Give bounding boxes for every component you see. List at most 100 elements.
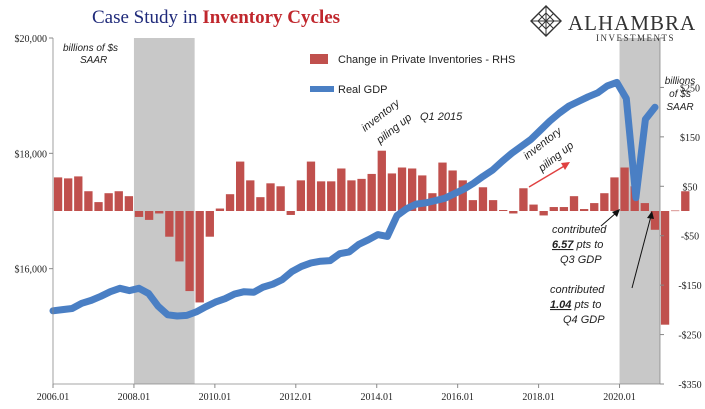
- left-unit-line-2: SAAR: [80, 55, 107, 66]
- annotation-contributed-q4: contributed 1.04 pts to Q4 GDP: [550, 284, 605, 326]
- annotation-c2-rest: pts to: [571, 299, 601, 311]
- annotation-c2-line1: contributed: [550, 284, 605, 296]
- annotation-c1-line2: 6.57 pts to: [552, 239, 603, 251]
- inventory-bar: [316, 181, 326, 211]
- annotation-c2-line3: Q4 GDP: [563, 314, 605, 326]
- inventory-bar: [468, 200, 477, 211]
- inventory-bar: [387, 173, 397, 211]
- inventory-bar: [165, 211, 174, 237]
- inventory-bar: [205, 211, 214, 237]
- x-tick-label: 2014.01: [360, 392, 393, 403]
- right-tick-label: -$350: [678, 380, 701, 391]
- inventory-bar: [549, 207, 558, 211]
- inventory-bar: [246, 180, 255, 211]
- inventory-bar: [256, 197, 265, 211]
- x-tick-label: 2008.01: [118, 392, 151, 403]
- annotation-c2-line2: 1.04 pts to: [550, 299, 601, 311]
- inventory-bar: [155, 211, 164, 214]
- inventory-bar: [337, 168, 346, 211]
- inventory-bar: [74, 176, 83, 211]
- inventory-bar: [488, 200, 498, 211]
- left-tick-label: $16,000: [15, 265, 48, 276]
- inventory-bar: [286, 211, 295, 215]
- brand-name: ALHAMBRA: [568, 11, 696, 35]
- brand-logo: ALHAMBRA INVESTMENTS: [530, 5, 696, 43]
- inventory-bar: [377, 150, 386, 211]
- x-tick-label: 2020.01: [603, 392, 636, 403]
- left-unit-line-1: billions of $s: [63, 43, 118, 54]
- chart-title: Case Study in Inventory Cycles: [92, 7, 340, 28]
- right-tick-label: -$150: [678, 281, 701, 292]
- inventory-bar: [367, 173, 376, 211]
- inventory-bar: [144, 211, 154, 220]
- inventory-bar: [94, 202, 103, 211]
- trend-arrow: [528, 162, 570, 188]
- inventory-bar: [519, 188, 528, 211]
- brand-sub: INVESTMENTS: [596, 33, 675, 43]
- annotation-c2-value: 1.04: [550, 299, 571, 311]
- inventory-bar: [569, 196, 579, 211]
- inventory-bar: [600, 193, 609, 211]
- inventory-bars: [53, 150, 690, 325]
- inventory-bar: [458, 180, 467, 211]
- gdp-line: [49, 78, 659, 320]
- recession-band: [133, 38, 195, 384]
- left-tick-label: $20,000: [15, 34, 48, 45]
- right-unit-line-3: SAAR: [666, 102, 693, 113]
- inventory-bar: [660, 211, 670, 325]
- inventory-bar: [347, 180, 356, 211]
- x-tick-label: 2018.01: [522, 392, 555, 403]
- x-tick-label: 2012.01: [280, 392, 313, 403]
- inventory-bar: [640, 203, 649, 211]
- pointer-arrows: [600, 209, 654, 289]
- right-tick-label: -$50: [681, 232, 699, 243]
- inventory-bar: [84, 191, 93, 211]
- title-part-2: Inventory Cycles: [202, 7, 340, 28]
- inventory-bar: [215, 208, 225, 211]
- inventory-bar: [418, 175, 427, 211]
- inventory-bar: [509, 211, 518, 214]
- legend-inventory-label: Change in Private Inventories - RHS: [338, 54, 515, 66]
- inventory-bar: [620, 167, 629, 211]
- inventory-bar: [559, 207, 569, 211]
- right-tick-label: $250: [680, 83, 700, 94]
- inventory-bar: [104, 193, 113, 211]
- inventory-bar: [114, 191, 123, 211]
- inventory-bar: [327, 181, 336, 211]
- title-part-1: Case Study in: [92, 7, 202, 28]
- inventory-bar: [478, 187, 488, 211]
- axis-ticks: $16,000 $18,000 $20,000 -$350 -$250 -$150 -$50…: [15, 34, 702, 403]
- annotation-c1-rest: pts to: [573, 239, 603, 251]
- inventory-bar: [134, 211, 144, 217]
- right-tick-label: $150: [680, 133, 700, 144]
- inventory-bar: [185, 211, 194, 292]
- inventory-bar: [124, 196, 134, 211]
- left-tick-label: $18,000: [15, 149, 48, 160]
- inventory-bar: [539, 211, 548, 216]
- inventory-bar: [499, 210, 508, 211]
- inventory-bar: [438, 162, 447, 211]
- inventory-bar: [397, 167, 407, 211]
- inventory-bar: [225, 194, 235, 211]
- inventory-bar: [276, 186, 285, 211]
- x-tick-label: 2010.01: [199, 392, 232, 403]
- inventory-bar: [357, 178, 366, 211]
- right-unit-line-2: of $s: [669, 89, 691, 100]
- right-tick-label: -$250: [678, 331, 701, 342]
- inventory-bar: [579, 209, 589, 211]
- inventory-bar: [681, 191, 690, 211]
- inventory-bar: [529, 204, 538, 211]
- legend: Change in Private Inventories - RHS Real…: [310, 54, 515, 96]
- inventory-bar: [296, 180, 306, 211]
- annotation-c1-value: 6.57: [552, 239, 574, 251]
- annotation-contributed-q3: contributed 6.57 pts to Q3 GDP: [552, 224, 607, 266]
- inventory-bar: [650, 211, 660, 230]
- x-tick-label: 2006.01: [37, 392, 70, 403]
- inventory-bar: [64, 178, 73, 211]
- right-unit-line-1: billions: [665, 76, 696, 87]
- inventory-bar: [175, 211, 184, 262]
- legend-inventory-swatch: [310, 54, 328, 64]
- inventory-bar: [671, 210, 680, 212]
- x-tick-label: 2016.01: [441, 392, 474, 403]
